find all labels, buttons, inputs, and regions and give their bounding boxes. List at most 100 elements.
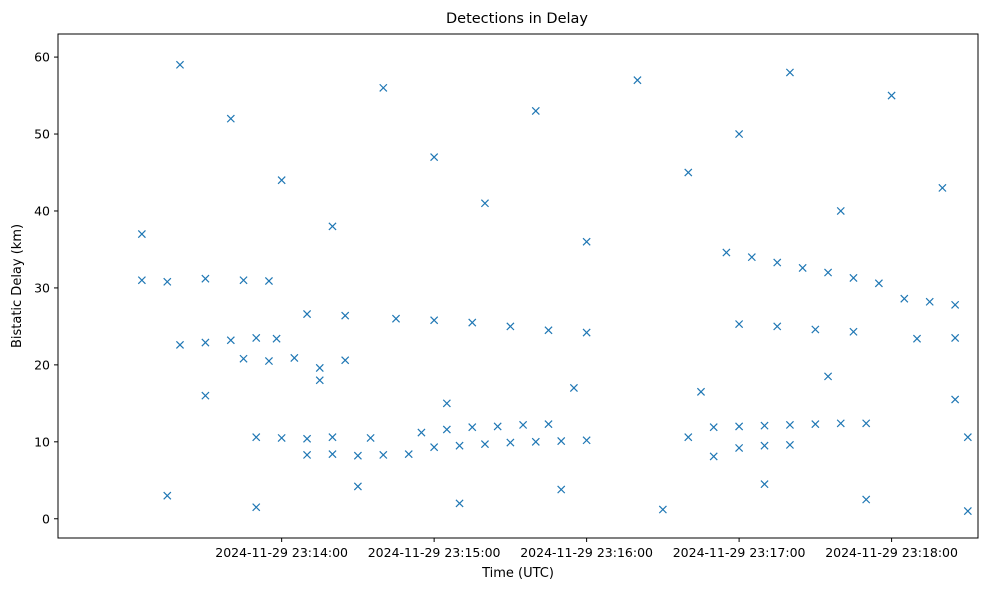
data-point: [226, 114, 235, 123]
data-point: [226, 336, 235, 345]
data-point: [798, 263, 807, 272]
data-point: [201, 391, 210, 400]
data-point: [735, 422, 744, 431]
data-point: [963, 507, 972, 516]
data-point: [633, 76, 642, 85]
data-point: [430, 153, 439, 162]
data-point: [735, 130, 744, 139]
data-point: [773, 322, 782, 331]
data-point: [684, 168, 693, 177]
data-point: [430, 316, 439, 325]
data-point: [366, 433, 375, 442]
data-point: [328, 433, 337, 442]
data-point: [531, 106, 540, 115]
data-point: [557, 437, 566, 446]
data-point: [951, 300, 960, 309]
data-point: [836, 419, 845, 428]
data-point: [353, 482, 362, 491]
data-point: [709, 452, 718, 461]
data-point: [722, 248, 731, 257]
data-point: [175, 60, 185, 69]
data-point: [887, 91, 896, 100]
data-point: [735, 320, 744, 329]
data-point: [468, 423, 477, 432]
data-point: [747, 253, 756, 262]
data-point: [328, 222, 337, 231]
data-point: [735, 443, 744, 452]
data-point: [684, 433, 693, 442]
data-point: [938, 183, 947, 192]
data-point: [201, 338, 210, 347]
data-point: [163, 491, 172, 500]
data-point: [404, 450, 413, 459]
data-point: [480, 440, 489, 449]
data-point: [811, 420, 820, 429]
data-point: [417, 428, 426, 437]
data-point: [811, 325, 820, 334]
plot-frame: [57, 33, 979, 539]
data-point: [468, 318, 477, 327]
x-tick-label: 2024-11-29 23:15:00: [368, 545, 501, 560]
data-point: [252, 333, 261, 342]
data-point: [849, 273, 858, 282]
data-point: [239, 354, 248, 363]
data-point: [506, 438, 515, 447]
data-point: [582, 436, 591, 445]
data-point: [760, 421, 769, 430]
data-point: [353, 451, 362, 460]
data-point: [824, 372, 833, 381]
data-point: [175, 340, 185, 349]
y-tick-label: 20: [34, 357, 50, 372]
data-point: [760, 480, 769, 489]
data-point: [506, 322, 515, 331]
data-point: [315, 363, 324, 372]
data-point: [824, 268, 833, 277]
data-point: [442, 425, 451, 434]
y-axis-ticks: 0 10 20 30 40 50 60: [34, 50, 58, 526]
data-point: [252, 503, 261, 512]
data-points: [137, 60, 972, 516]
data-point: [430, 443, 439, 452]
data-point: [709, 423, 718, 432]
data-point: [951, 395, 960, 404]
data-point: [544, 420, 553, 429]
data-point: [696, 387, 706, 396]
data-point: [900, 294, 909, 303]
data-point: [773, 258, 782, 267]
x-axis-label: Time (UTC): [481, 566, 554, 581]
data-point: [341, 311, 350, 320]
x-tick-label: 2024-11-29 23:16:00: [520, 545, 653, 560]
data-point: [531, 437, 540, 446]
data-point: [658, 505, 667, 514]
data-point: [442, 399, 451, 408]
data-point: [569, 383, 578, 392]
y-tick-label: 40: [34, 203, 50, 218]
data-point: [455, 499, 464, 508]
data-point: [519, 420, 528, 429]
data-point: [493, 422, 502, 431]
data-point: [480, 199, 489, 208]
data-point: [303, 434, 312, 443]
data-point: [582, 237, 591, 246]
data-point: [264, 356, 273, 366]
data-point: [836, 206, 845, 216]
data-point: [785, 420, 794, 429]
data-point: [785, 440, 794, 449]
x-tick-label: 2024-11-29 23:17:00: [673, 545, 806, 560]
data-point: [277, 176, 286, 185]
x-axis-ticks: 2024-11-29 23:14:00 2024-11-29 23:15:00 20…: [215, 538, 958, 560]
data-point: [201, 274, 210, 283]
x-tick-label: 2024-11-29 23:14:00: [215, 545, 348, 560]
y-tick-label: 10: [34, 434, 50, 449]
data-point: [272, 334, 281, 343]
data-point: [290, 353, 299, 362]
data-point: [785, 68, 794, 77]
data-point: [264, 276, 273, 286]
y-tick-label: 30: [34, 280, 50, 295]
data-point: [137, 230, 146, 239]
data-point: [544, 326, 553, 335]
data-point: [912, 334, 922, 343]
data-point: [925, 297, 934, 306]
